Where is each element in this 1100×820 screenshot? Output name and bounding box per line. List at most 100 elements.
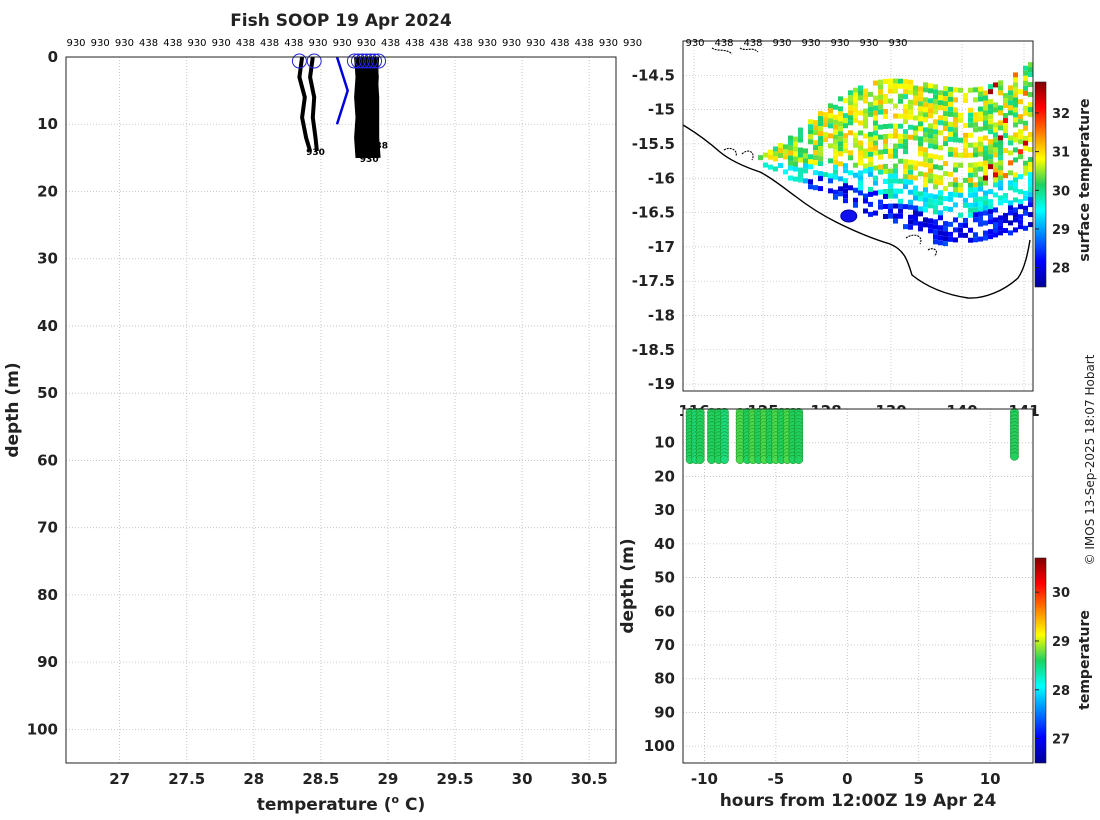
profile-end-label: 930 — [306, 148, 325, 158]
map-sst-cell — [833, 144, 838, 150]
map-sst-cell — [938, 225, 943, 231]
map-sst-cell — [813, 125, 818, 131]
map-sst-cell — [828, 118, 833, 124]
map-sst-cell — [943, 101, 948, 107]
map-sst-cell — [983, 105, 988, 111]
map-coastline — [683, 124, 1031, 299]
map-sst-cell — [988, 234, 993, 240]
map-sst-cell — [853, 102, 858, 108]
map-sst-cell — [928, 98, 933, 104]
map-sst-cell — [1013, 117, 1018, 123]
map-sst-cell — [998, 155, 1003, 161]
map-sst-cell — [858, 120, 863, 126]
map-sst-cell — [848, 90, 853, 96]
map-sst-cell — [808, 159, 813, 165]
map-sst-cell — [788, 140, 793, 146]
map-sst-cell — [808, 129, 813, 135]
profile-top-label: 930 — [333, 38, 352, 49]
map-sst-cell — [1008, 210, 1013, 216]
map-sst-cell — [963, 132, 968, 138]
map-sst-cell — [973, 212, 978, 218]
map-sst-cell — [833, 169, 838, 175]
map-sst-cell — [943, 186, 948, 192]
profile-y-tick-label: 50 — [37, 384, 58, 402]
map-sst-cell — [943, 86, 948, 92]
map-sst-cell — [903, 134, 908, 140]
map-sst-cell — [973, 202, 978, 208]
map-sst-cell — [953, 177, 958, 183]
map-sst-cell — [968, 192, 973, 198]
map-sst-cell — [853, 187, 858, 193]
map-sst-cell — [973, 197, 978, 203]
map-sst-cell — [1023, 135, 1028, 141]
map-sst-cell — [918, 191, 923, 197]
map-sst-cell — [913, 85, 918, 91]
map-sst-cell — [833, 129, 838, 135]
map-sst-cell — [1028, 192, 1033, 198]
timedepth-colorbar-tick-label: 27 — [1052, 733, 1070, 748]
profile-y-tick-label: 30 — [37, 250, 58, 268]
map-sst-cell — [958, 87, 963, 93]
map-sst-cell — [948, 121, 953, 127]
map-sst-cell — [928, 223, 933, 229]
map-sst-cell — [808, 124, 813, 130]
map-sst-cell — [913, 215, 918, 221]
map-sst-cell — [918, 101, 923, 107]
map-sst-cell — [878, 169, 883, 175]
map-sst-cell — [988, 214, 993, 220]
map-colorbar-tick-label: 29 — [1052, 223, 1070, 238]
map-sst-cell — [978, 146, 983, 152]
map-sst-cell — [908, 84, 913, 90]
map-sst-cell — [908, 134, 913, 140]
map-sst-cell — [903, 94, 908, 100]
map-sst-cell — [993, 102, 998, 108]
map-sst-cell — [848, 105, 853, 111]
map-sst-cell — [968, 227, 973, 233]
map-sst-cell — [928, 173, 933, 179]
map-top-label: 930 — [801, 38, 820, 49]
map-sst-cell — [923, 127, 928, 133]
map-sst-cell — [798, 172, 803, 178]
map-sst-cell — [913, 175, 918, 181]
timedepth-y-tick-label: 100 — [644, 737, 675, 755]
map-sst-cell — [1018, 219, 1023, 225]
map-sst-cell — [838, 106, 843, 112]
map-sst-cell — [863, 193, 868, 199]
map-sst-cell — [948, 96, 953, 102]
map-sst-cell — [933, 119, 938, 125]
map-sst-cell — [998, 105, 1003, 111]
map-sst-cell — [1028, 212, 1033, 218]
map-sst-cell — [868, 156, 873, 162]
map-sst-cell — [1018, 214, 1023, 220]
map-sst-cell — [933, 84, 938, 90]
map-sst-cell — [893, 113, 898, 119]
map-sst-cell — [868, 136, 873, 142]
map-sst-cell — [958, 162, 963, 168]
map-sst-cell — [868, 191, 873, 197]
map-sst-cell — [988, 114, 993, 120]
timedepth-x-tick-label: 0 — [842, 770, 852, 788]
map-sst-cell — [938, 105, 943, 111]
profile-x-tick-label: 27.5 — [168, 770, 205, 788]
profile-y-tick-label: 10 — [37, 115, 58, 133]
map-sst-cell — [948, 151, 953, 157]
map-sst-cell — [1008, 95, 1013, 101]
map-sst-cell — [838, 111, 843, 117]
map-sst-cell — [1028, 132, 1033, 138]
map-sst-cell — [998, 220, 1003, 226]
map-sst-cell — [818, 141, 823, 147]
map-sst-cell — [1018, 134, 1023, 140]
map-sst-cell — [928, 193, 933, 199]
map-sst-cell — [868, 101, 873, 107]
map-sst-cell — [1003, 133, 1008, 139]
map-sst-cell — [993, 217, 998, 223]
map-sst-cell — [933, 124, 938, 130]
map-sst-cell — [968, 122, 973, 128]
map-sst-cell — [1023, 195, 1028, 201]
map-sst-cell — [893, 213, 898, 219]
map-sst-cell — [858, 170, 863, 176]
profile-surface-marker — [367, 53, 383, 69]
map-sst-cell — [978, 86, 983, 92]
map-sst-cell — [903, 179, 908, 185]
map-sst-cell — [918, 161, 923, 167]
